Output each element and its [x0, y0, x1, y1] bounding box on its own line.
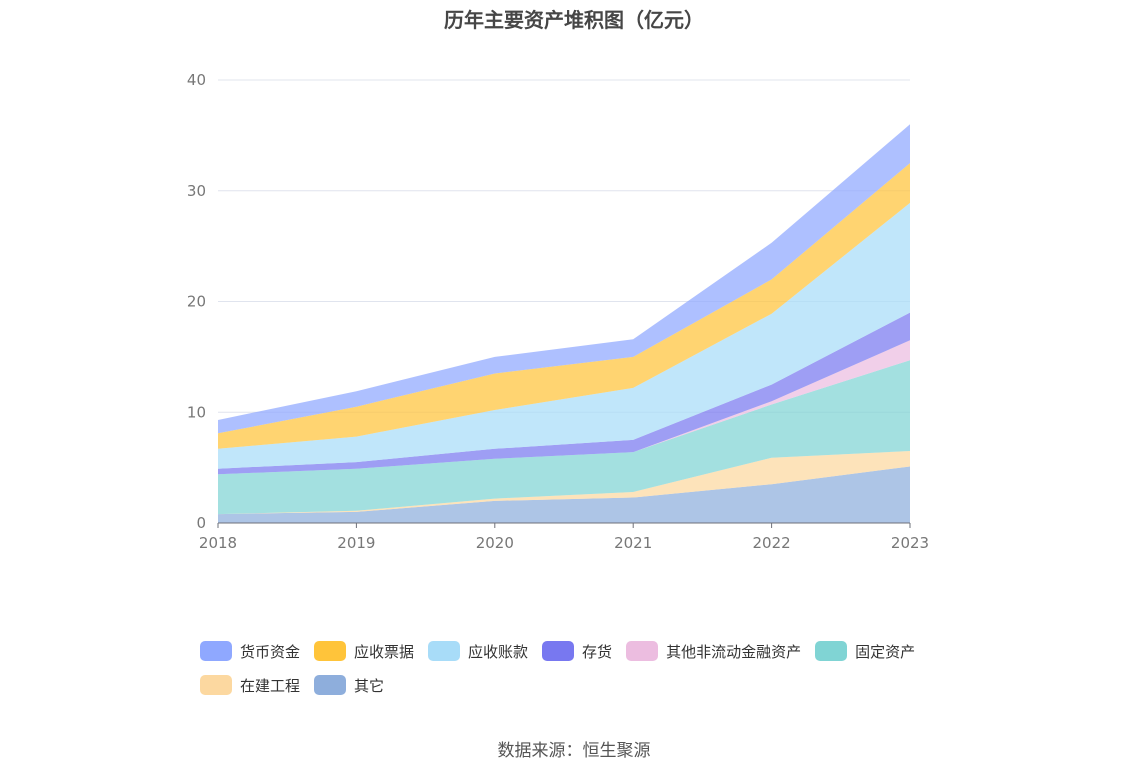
x-tick-label: 2021 — [614, 534, 652, 552]
area-series — [218, 466, 910, 523]
x-tick-label: 2018 — [199, 534, 237, 552]
chart-title: 历年主要资产堆积图（亿元） — [444, 8, 704, 32]
legend-label: 在建工程 — [240, 676, 301, 695]
legend-label: 固定资产 — [855, 642, 916, 661]
x-tick-label: 2023 — [891, 534, 929, 552]
area-series — [218, 202, 910, 469]
legend-item[interactable]: 在建工程 — [200, 674, 300, 696]
legend-item[interactable]: 固定资产 — [815, 640, 915, 662]
legend-swatch — [815, 641, 848, 661]
area-series — [218, 451, 910, 515]
legend-item[interactable]: 应收票据 — [314, 640, 414, 662]
y-tick-label: 40 — [187, 71, 206, 89]
x-tick-label: 2022 — [753, 534, 791, 552]
x-tick-label: 2019 — [337, 534, 375, 552]
y-tick-label: 30 — [187, 182, 206, 200]
legend-item[interactable]: 其他非流动金融资产 — [626, 640, 801, 662]
legend-label: 存货 — [582, 642, 613, 661]
legend-swatch — [314, 641, 347, 661]
legend-swatch — [200, 641, 232, 661]
y-tick-label: 0 — [196, 514, 206, 532]
legend-label: 其它 — [354, 676, 385, 695]
area-series — [218, 124, 910, 434]
area-series — [218, 163, 910, 449]
stacked-area-chart: 0 10 20 30 40 2018 2019 2020 2021 2022 2023 — [187, 71, 929, 552]
legend-item[interactable]: 货币资金 — [200, 640, 300, 662]
legend-label: 其他非流动金融资产 — [666, 642, 802, 661]
legend-item[interactable]: 应收账款 — [428, 640, 528, 662]
y-tick-label: 20 — [187, 293, 206, 311]
legend-item[interactable]: 存货 — [542, 640, 612, 662]
x-tick-label: 2020 — [476, 534, 514, 552]
data-source-note: 数据来源：恒生聚源 — [497, 741, 651, 761]
legend-swatch — [200, 675, 232, 695]
area-series — [218, 312, 910, 475]
legend-swatch — [428, 641, 461, 661]
legend-swatch — [314, 675, 347, 695]
legend-swatch — [542, 641, 575, 661]
legend-label: 应收票据 — [354, 642, 415, 661]
chart-legend: 货币资金 应收票据 应收账款 存货 其他非流动金融资产 固定资产在建工程 其它 — [200, 640, 980, 696]
y-tick-label: 10 — [187, 403, 206, 421]
legend-swatch — [626, 641, 659, 661]
legend-label: 应收账款 — [468, 642, 529, 661]
legend-item[interactable]: 其它 — [314, 674, 384, 696]
area-series — [218, 360, 910, 515]
legend-label: 货币资金 — [240, 642, 301, 661]
